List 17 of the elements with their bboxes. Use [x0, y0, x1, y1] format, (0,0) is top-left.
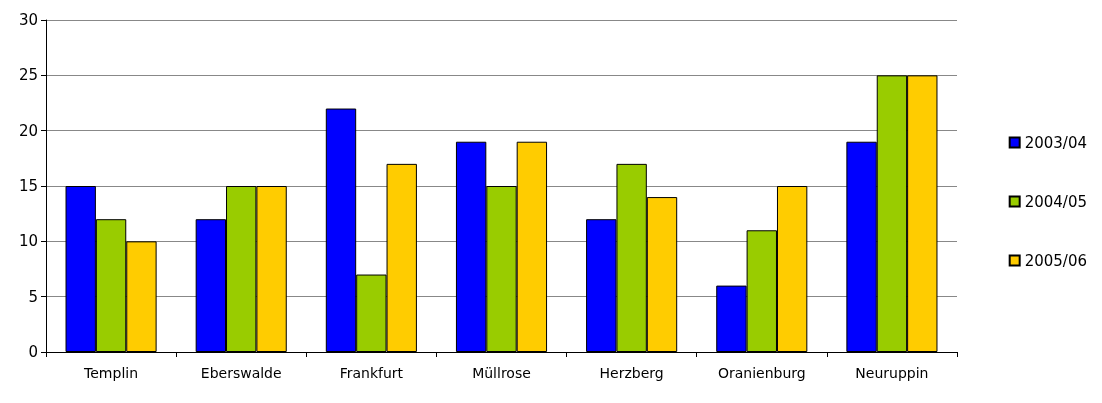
x-tick-label: Eberswalde — [200, 365, 282, 381]
y-tick-label: 20 — [18, 121, 38, 140]
legend-label: 2003/04 — [1024, 133, 1088, 152]
y-tick-label: 15 — [18, 177, 38, 195]
x-tick-label: Müllrose — [472, 365, 531, 381]
y-tick-label: 30 — [18, 11, 38, 29]
x-tick-label: Herzberg — [599, 365, 664, 381]
x-tick-label: Frankfurt — [339, 365, 404, 381]
y-tick-label: 10 — [18, 232, 38, 251]
x-tick-label: Templin — [83, 365, 139, 381]
legend-label: 2004/05 — [1024, 192, 1088, 211]
y-tick-label: 25 — [18, 66, 38, 85]
x-tick-label: Neuruppin — [855, 365, 929, 381]
legend-label: 2005/06 — [1024, 251, 1088, 270]
y-tick-label: 0 — [28, 343, 38, 361]
y-tick-label: 5 — [28, 287, 38, 306]
x-tick-label: Oranienburg — [717, 365, 806, 381]
